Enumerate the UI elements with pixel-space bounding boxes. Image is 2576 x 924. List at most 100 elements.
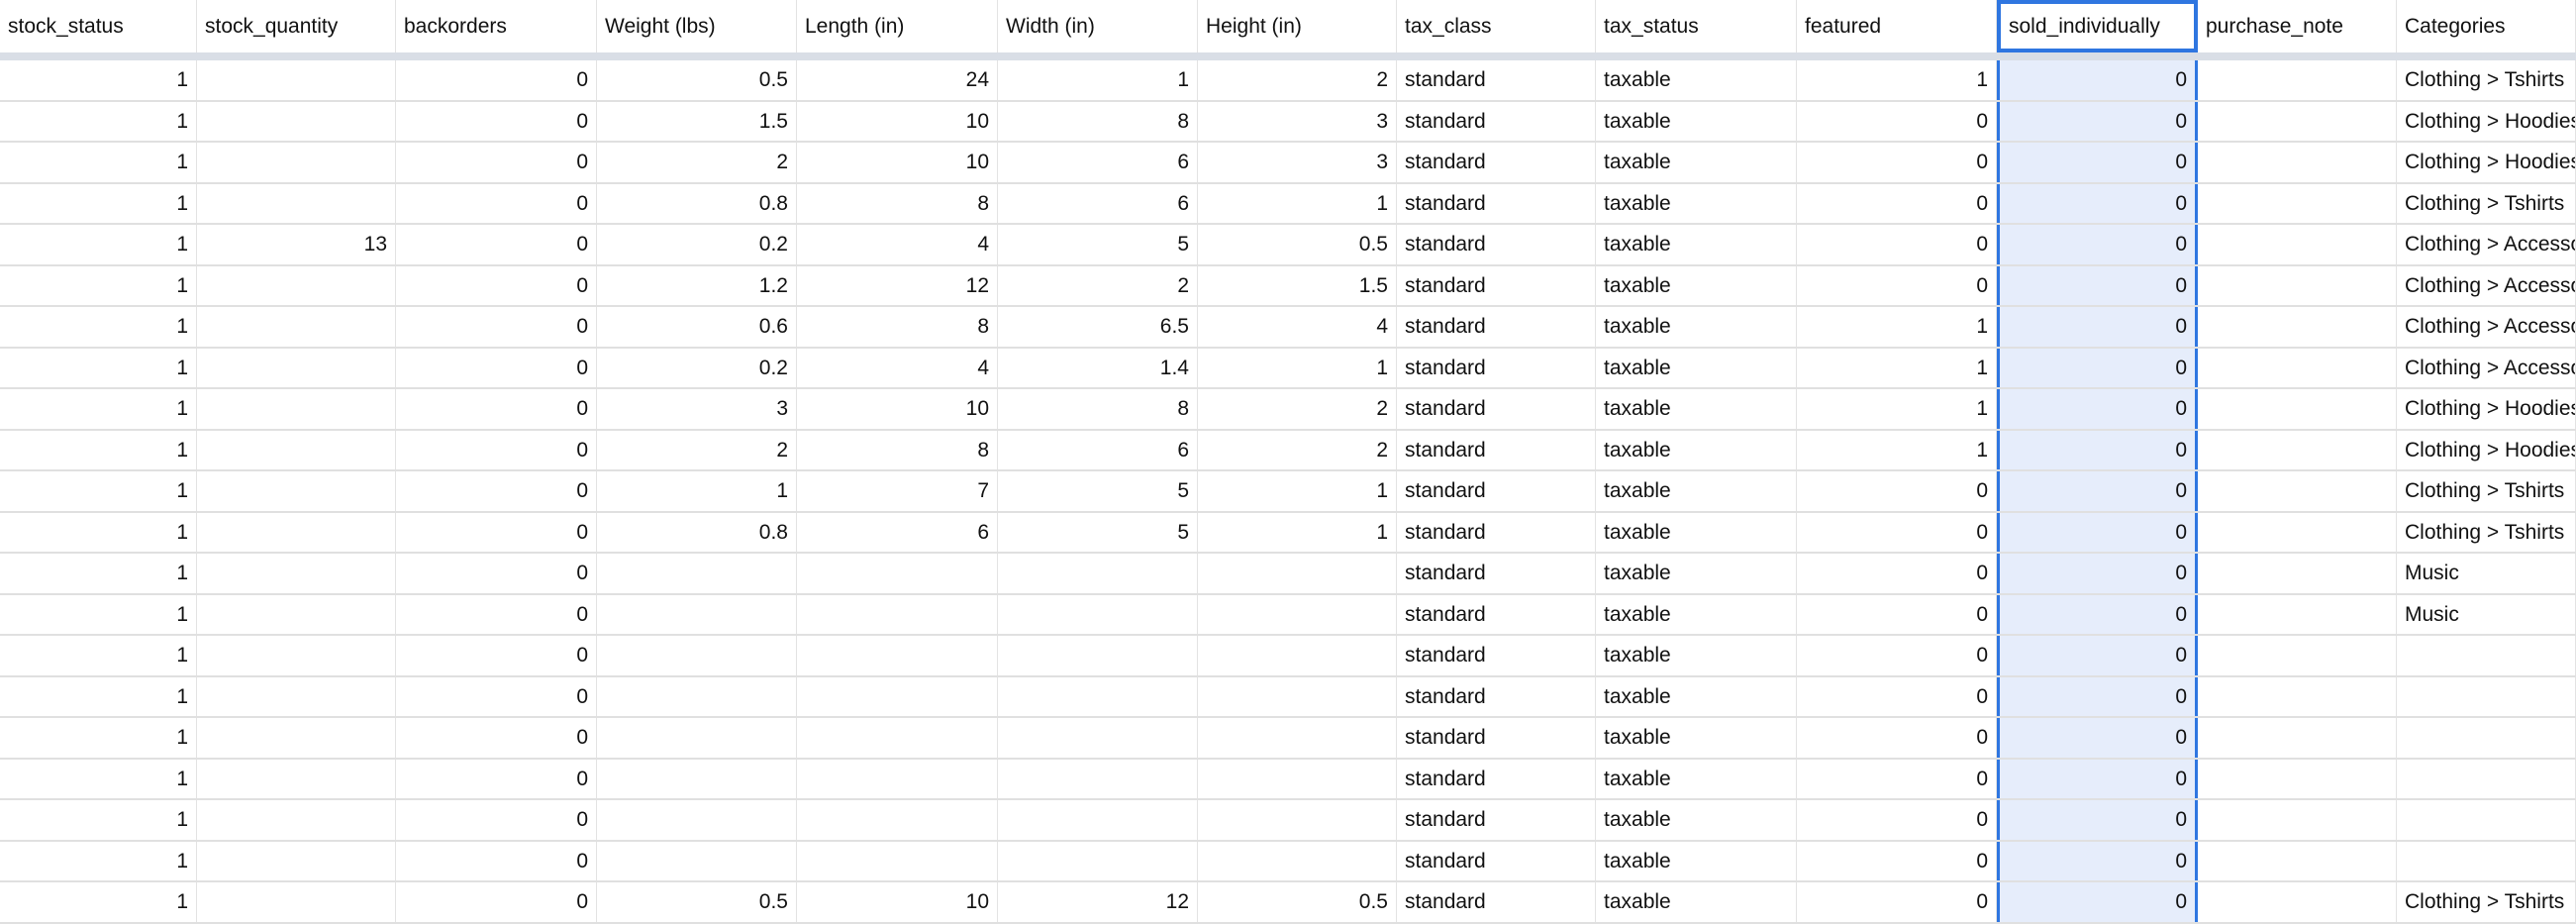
column-header-backorders[interactable]: backorders (396, 0, 597, 52)
cell-stock-status[interactable]: 1 (0, 143, 197, 182)
cell-stock-quantity[interactable] (197, 348, 396, 387)
cell-stock-quantity[interactable] (197, 594, 396, 634)
cell-purchase-note[interactable] (2198, 471, 2397, 511)
cell-width-in[interactable]: 1 (998, 60, 1198, 100)
cell-backorders[interactable]: 0 (396, 101, 597, 141)
cell-backorders[interactable]: 0 (396, 471, 597, 511)
cell-stock-quantity[interactable] (197, 101, 396, 141)
cell-purchase-note[interactable] (2198, 101, 2397, 141)
cell-tax-class[interactable]: standard (1397, 471, 1596, 511)
cell-tax-status[interactable]: taxable (1596, 225, 1797, 264)
cell-categories[interactable]: Clothing > Tshirts (2397, 512, 2576, 552)
cell-width-in[interactable]: 1.4 (998, 348, 1198, 387)
cell-stock-status[interactable]: 1 (0, 841, 197, 880)
cell-width-in[interactable] (998, 554, 1198, 593)
cell-backorders[interactable]: 0 (396, 183, 597, 223)
cell-backorders[interactable]: 0 (396, 389, 597, 429)
column-header-purchase-note[interactable]: purchase_note (2198, 0, 2397, 52)
cell-purchase-note[interactable] (2198, 183, 2397, 223)
cell-tax-class[interactable]: standard (1397, 101, 1596, 141)
cell-categories[interactable]: Clothing > Accessories (2397, 265, 2576, 305)
cell-height-in[interactable] (1198, 676, 1397, 716)
column-header-tax-status[interactable]: tax_status (1596, 0, 1797, 52)
cell-length-in[interactable]: 24 (797, 60, 998, 100)
cell-purchase-note[interactable] (2198, 348, 2397, 387)
cell-weight-lbs[interactable]: 1.2 (597, 265, 797, 305)
cell-length-in[interactable]: 10 (797, 101, 998, 141)
cell-width-in[interactable]: 6.5 (998, 307, 1198, 347)
cell-stock-quantity[interactable] (197, 759, 396, 798)
cell-weight-lbs[interactable] (597, 554, 797, 593)
cell-tax-class[interactable]: standard (1397, 60, 1596, 100)
cell-stock-status[interactable]: 1 (0, 882, 197, 922)
cell-featured[interactable]: 1 (1797, 307, 1997, 347)
cell-purchase-note[interactable] (2198, 759, 2397, 798)
cell-stock-quantity[interactable] (197, 676, 396, 716)
cell-purchase-note[interactable] (2198, 225, 2397, 264)
cell-stock-quantity[interactable] (197, 389, 396, 429)
cell-width-in[interactable] (998, 594, 1198, 634)
cell-weight-lbs[interactable]: 1.5 (597, 101, 797, 141)
cell-sold-individually[interactable]: 0 (1997, 101, 2198, 141)
cell-weight-lbs[interactable]: 1 (597, 471, 797, 511)
cell-categories[interactable]: Clothing > Hoodies (2397, 143, 2576, 182)
cell-length-in[interactable] (797, 759, 998, 798)
cell-stock-status[interactable]: 1 (0, 676, 197, 716)
cell-tax-status[interactable]: taxable (1596, 882, 1797, 922)
cell-purchase-note[interactable] (2198, 636, 2397, 675)
cell-weight-lbs[interactable] (597, 841, 797, 880)
cell-height-in[interactable]: 1 (1198, 512, 1397, 552)
cell-purchase-note[interactable] (2198, 841, 2397, 880)
column-header-featured[interactable]: featured (1797, 0, 1997, 52)
cell-categories[interactable]: Clothing > Tshirts (2397, 183, 2576, 223)
cell-length-in[interactable]: 12 (797, 265, 998, 305)
cell-backorders[interactable]: 0 (396, 225, 597, 264)
cell-width-in[interactable] (998, 759, 1198, 798)
cell-weight-lbs[interactable] (597, 718, 797, 758)
cell-stock-status[interactable]: 1 (0, 183, 197, 223)
cell-stock-status[interactable]: 1 (0, 512, 197, 552)
cell-length-in[interactable]: 7 (797, 471, 998, 511)
cell-height-in[interactable]: 1 (1198, 471, 1397, 511)
cell-height-in[interactable]: 3 (1198, 143, 1397, 182)
cell-width-in[interactable]: 8 (998, 389, 1198, 429)
cell-stock-status[interactable]: 1 (0, 265, 197, 305)
cell-tax-status[interactable]: taxable (1596, 183, 1797, 223)
cell-width-in[interactable] (998, 841, 1198, 880)
cell-purchase-note[interactable] (2198, 718, 2397, 758)
cell-length-in[interactable] (797, 636, 998, 675)
cell-backorders[interactable]: 0 (396, 512, 597, 552)
cell-categories[interactable] (2397, 718, 2576, 758)
cell-featured[interactable]: 0 (1797, 471, 1997, 511)
cell-purchase-note[interactable] (2198, 512, 2397, 552)
cell-purchase-note[interactable] (2198, 307, 2397, 347)
cell-width-in[interactable] (998, 718, 1198, 758)
cell-height-in[interactable] (1198, 594, 1397, 634)
cell-stock-quantity[interactable] (197, 60, 396, 100)
cell-tax-class[interactable]: standard (1397, 143, 1596, 182)
cell-tax-status[interactable]: taxable (1596, 101, 1797, 141)
cell-stock-quantity[interactable] (197, 183, 396, 223)
cell-length-in[interactable]: 10 (797, 389, 998, 429)
cell-width-in[interactable] (998, 636, 1198, 675)
cell-backorders[interactable]: 0 (396, 348, 597, 387)
cell-featured[interactable]: 0 (1797, 183, 1997, 223)
cell-stock-status[interactable]: 1 (0, 759, 197, 798)
cell-backorders[interactable]: 0 (396, 143, 597, 182)
cell-weight-lbs[interactable]: 0.6 (597, 307, 797, 347)
cell-stock-status[interactable]: 1 (0, 471, 197, 511)
cell-sold-individually[interactable]: 0 (1997, 471, 2198, 511)
cell-tax-class[interactable]: standard (1397, 348, 1596, 387)
cell-sold-individually[interactable]: 0 (1997, 594, 2198, 634)
cell-tax-status[interactable]: taxable (1596, 718, 1797, 758)
cell-weight-lbs[interactable]: 3 (597, 389, 797, 429)
cell-sold-individually[interactable]: 0 (1997, 800, 2198, 840)
cell-stock-quantity[interactable] (197, 430, 396, 469)
cell-stock-quantity[interactable] (197, 554, 396, 593)
cell-tax-class[interactable]: standard (1397, 676, 1596, 716)
column-header-length-in[interactable]: Length (in) (797, 0, 998, 52)
cell-stock-status[interactable]: 1 (0, 594, 197, 634)
cell-featured[interactable]: 1 (1797, 60, 1997, 100)
cell-weight-lbs[interactable]: 0.8 (597, 512, 797, 552)
cell-sold-individually[interactable]: 0 (1997, 389, 2198, 429)
